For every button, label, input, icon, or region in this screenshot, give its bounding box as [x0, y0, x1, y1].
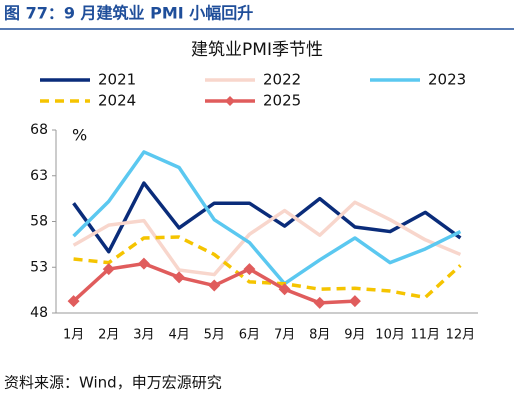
x-tick-label: 12月	[446, 328, 476, 343]
x-tick-label: 4月	[168, 328, 189, 343]
legend-marker	[225, 96, 235, 106]
series-marker	[313, 296, 326, 309]
chart-title: 建筑业PMI季节性	[191, 40, 323, 60]
series-marker	[348, 295, 361, 308]
y-tick-label: 63	[30, 168, 48, 184]
x-tick-label: 5月	[204, 328, 225, 343]
figure-header: 图 77：9 月建筑业 PMI 小幅回升	[4, 4, 253, 23]
series-marker	[278, 283, 291, 296]
legend-label: 2021	[98, 71, 136, 89]
series-marker	[243, 263, 256, 276]
legend-label: 2022	[263, 71, 301, 89]
x-tick-label: 6月	[239, 328, 260, 343]
x-tick-label: 3月	[133, 328, 154, 343]
series-marker	[208, 279, 221, 292]
legend-label: 2023	[428, 71, 466, 89]
series-marker	[137, 257, 150, 270]
x-tick-label: 1月	[63, 328, 84, 343]
x-tick-label: 2月	[98, 328, 119, 343]
legend-label: 2024	[98, 92, 136, 110]
y-tick-label: 68	[30, 122, 48, 138]
x-tick-label: 11月	[410, 328, 440, 343]
y-tick-label: 53	[30, 259, 48, 275]
y-tick-label: 48	[30, 305, 48, 321]
x-tick-label: 7月	[274, 328, 295, 343]
series-marker	[102, 263, 115, 276]
x-tick-label: 9月	[344, 328, 365, 343]
y-tick-label: 58	[30, 214, 48, 230]
series-line	[72, 181, 462, 254]
y-unit: %	[72, 126, 87, 145]
series-line	[72, 150, 462, 286]
x-tick-label: 8月	[309, 328, 330, 343]
x-tick-label: 10月	[375, 328, 405, 343]
series-marker	[173, 271, 186, 284]
series-line	[72, 200, 462, 277]
series-line	[73, 235, 462, 300]
source-note: 资料来源：Wind，申万宏源研究	[4, 374, 222, 392]
series-marker	[67, 295, 80, 308]
legend-label: 2025	[263, 92, 301, 110]
